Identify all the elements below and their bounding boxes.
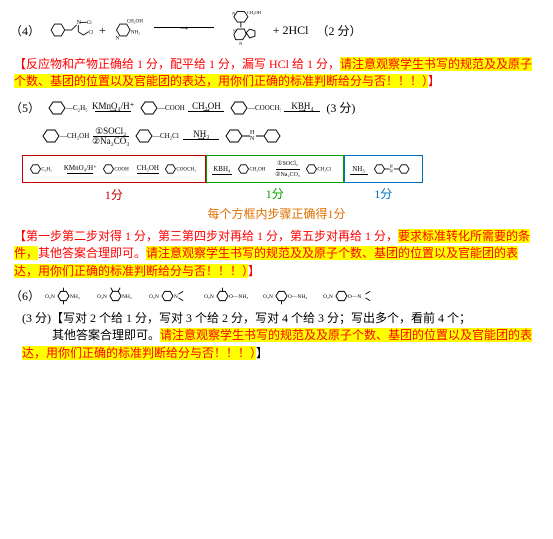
q5-a1: KMnO₄/H⁺→ <box>92 101 134 115</box>
q6-line2a: 其他答案合理即可。 <box>52 328 160 342</box>
svg-text:C₂H₅: C₂H₅ <box>41 166 52 172</box>
svg-text:N: N <box>389 169 392 174</box>
svg-text:COOH: COOH <box>114 166 129 172</box>
note5-close: 】 <box>248 264 260 278</box>
b1s1: C₂H₅ <box>27 158 61 180</box>
svg-text:O—N: O—N <box>348 294 361 300</box>
q4-product-text: + 2HCl <box>273 23 309 38</box>
svg-text:O₂N: O₂N <box>323 294 333 300</box>
svg-text:Cl: Cl <box>87 20 92 26</box>
q6-s4: O₂N O—NH₂ <box>204 284 261 308</box>
q5-s1: —C₂H₅ <box>45 95 89 121</box>
q5-s4: —CH₂OH <box>39 123 89 149</box>
svg-text:—C₂H₅: —C₂H₅ <box>65 104 88 112</box>
q4-score: （2 分） <box>316 22 361 39</box>
box-green: KBH₄ CH₂OH ①SOCl₂②Na₂CO₃ CH₂Cl <box>206 155 344 183</box>
boxes-caption: 每个方框内步骤正确得1分 <box>10 205 543 222</box>
svg-text:—COOCH₃: —COOCH₃ <box>247 104 281 112</box>
svg-text:N: N <box>115 35 119 41</box>
svg-text:O₂N: O₂N <box>204 294 214 300</box>
q5-a2: CH₃OH→ <box>188 101 224 115</box>
box3-label: 1分 <box>344 185 423 202</box>
q6-s1: O₂N NH₂ <box>45 284 95 308</box>
svg-text:COOCH₃: COOCH₃ <box>176 166 196 172</box>
svg-text:CH₂OH: CH₂OH <box>126 18 143 24</box>
svg-text:O₂N: O₂N <box>149 294 159 300</box>
svg-text:CH₂Cl: CH₂Cl <box>317 167 331 173</box>
svg-text:—COOH: —COOH <box>157 104 185 112</box>
svg-text:N: N <box>174 294 178 300</box>
svg-text:NH₂: NH₂ <box>70 294 80 300</box>
svg-text:N: N <box>250 136 255 142</box>
svg-text:O—NH₂: O—NH₂ <box>229 294 248 300</box>
svg-text:NH₂: NH₂ <box>122 294 132 300</box>
q5-s6: H N <box>222 123 292 149</box>
svg-text:N: N <box>77 20 82 26</box>
box1-label: 1分 <box>22 186 206 203</box>
svg-text:—CH₂Cl: —CH₂Cl <box>152 132 179 140</box>
box-red: C₂H₅ KMnO₄/H⁺ COOH CH₃OH COOCH₃ <box>22 155 206 183</box>
boxed-row: C₂H₅ KMnO₄/H⁺ COOH CH₃OH COOCH₃ 1分 KBH₄ … <box>22 155 543 203</box>
svg-text:NH₂: NH₂ <box>131 29 140 35</box>
q4-product-struct: N CH₂OH N N <box>218 8 266 52</box>
q5-s3: —COOCH₃ <box>227 95 281 121</box>
q6-s5: O₂N O—NH₂ <box>263 284 320 308</box>
note4-prefix: 【反应物和产物正确给 1 分，配平给 1 分，漏写 HCl 给 1 分， <box>14 57 340 71</box>
box2-wrap: KBH₄ CH₂OH ①SOCl₂②Na₂CO₃ CH₂Cl 1分 <box>206 155 344 202</box>
b2s2: CH₂Cl <box>303 158 339 180</box>
b1s3: COOCH₃ <box>162 158 201 180</box>
box1-wrap: C₂H₅ KMnO₄/H⁺ COOH CH₃OH COOCH₃ 1分 <box>22 155 206 203</box>
q4-plus: + <box>99 23 106 38</box>
q5-score: (3 分) <box>326 99 355 116</box>
svg-text:CH₂OH: CH₂OH <box>247 10 262 15</box>
svg-text:Cl: Cl <box>89 29 94 35</box>
q4-arrow: → <box>154 27 214 34</box>
b2s1: CH₂OH <box>235 158 272 180</box>
q5-s2: —COOH <box>137 95 185 121</box>
q6-s2: O₂N NH₂ <box>97 284 147 308</box>
q5-row1: （5） —C₂H₅ KMnO₄/H⁺→ —COOH CH₃OH→ —COOCH₃… <box>10 95 543 121</box>
q4-row: （4） N Cl Cl + N CH₂OH NH₂ → N CH₂OH N N … <box>10 8 543 52</box>
note5-mid: 其他答案合理即可。 <box>38 246 146 260</box>
b3s1: HN <box>371 158 418 180</box>
svg-text:—CH₂OH: —CH₂OH <box>59 132 89 140</box>
q5-s5: —CH₂Cl <box>132 123 180 149</box>
q4-reactant1-struct: N Cl Cl <box>46 13 97 47</box>
q5-num: （5） <box>10 99 40 116</box>
note4: 【反应物和产物正确给 1 分，配平给 1 分，漏写 HCl 给 1 分，请注意观… <box>10 56 543 91</box>
q6-s3: O₂N N <box>149 284 203 308</box>
q5-a5: NH₃→ <box>183 129 219 143</box>
svg-text:O₂N: O₂N <box>97 294 107 300</box>
q4-num: （4） <box>10 22 40 39</box>
box2-label: 1分 <box>206 185 344 202</box>
box3-wrap: NH₃ HN 1分 <box>344 155 423 202</box>
note5: 【第一步第二步对得 1 分，第三第四步对再给 1 分，第五步对再给 1 分，要求… <box>10 228 543 280</box>
q6-line2c: 】 <box>256 346 268 360</box>
svg-text:O₂N: O₂N <box>45 294 55 300</box>
box-blue: NH₃ HN <box>344 155 423 183</box>
b1s2: COOH <box>100 158 134 180</box>
svg-text:CH₂OH: CH₂OH <box>249 167 265 173</box>
q6-row: （6） O₂N NH₂ O₂N NH₂ O₂N N O₂N O—NH₂ O₂N O—NH₂… <box>10 284 543 308</box>
svg-text:O—NH₂: O—NH₂ <box>288 294 307 300</box>
q6-s6: O₂N O—N <box>323 284 384 308</box>
note5-prefix: 【第一步第二步对得 1 分，第三第四步对再给 1 分，第五步对再给 1 分， <box>14 229 398 243</box>
q6-line1: 【写对 2 个给 1 分，写对 3 个给 2 分，写对 4 个给 3 分；写出多… <box>51 311 471 325</box>
q6-num: （6） <box>10 287 40 304</box>
note4-close: 】 <box>428 74 440 88</box>
q5-a4: ①SOCl₂②Na₂CO₃ <box>92 126 129 146</box>
q6-score: (3 分) <box>22 311 51 325</box>
q4-reactant2-struct: N CH₂OH NH₂ <box>108 13 151 47</box>
q5-row2: —CH₂OH ①SOCl₂②Na₂CO₃ —CH₂Cl NH₃→ H N <box>38 123 543 149</box>
q5-a3: KBH₄→ <box>284 101 320 115</box>
svg-text:N: N <box>232 11 236 16</box>
svg-text:N: N <box>239 41 243 46</box>
q6-note: (3 分)【写对 2 个给 1 分，写对 3 个给 2 分，写对 4 个给 3 … <box>22 310 539 362</box>
svg-text:O₂N: O₂N <box>263 294 273 300</box>
